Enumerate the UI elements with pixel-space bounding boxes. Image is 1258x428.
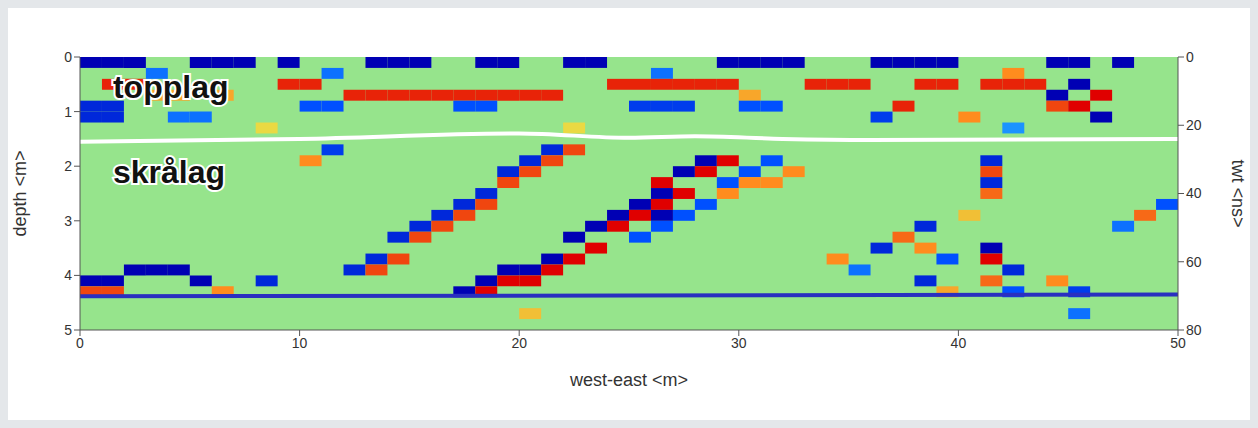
svg-text:20: 20 xyxy=(1186,117,1202,133)
svg-text:60: 60 xyxy=(1186,254,1202,270)
svg-text:topplag: topplag xyxy=(113,69,229,105)
svg-text:0: 0 xyxy=(76,335,84,351)
svg-text:skrålag: skrålag xyxy=(113,154,225,190)
svg-text:0: 0 xyxy=(64,49,72,65)
svg-text:depth <m>: depth <m> xyxy=(10,150,30,236)
svg-text:2: 2 xyxy=(64,158,72,174)
svg-text:west-east <m>: west-east <m> xyxy=(569,370,688,390)
svg-text:30: 30 xyxy=(731,335,747,351)
svg-text:1: 1 xyxy=(64,104,72,120)
svg-text:40: 40 xyxy=(951,335,967,351)
svg-text:5: 5 xyxy=(64,322,72,338)
svg-text:10: 10 xyxy=(292,335,308,351)
svg-text:20: 20 xyxy=(511,335,527,351)
svg-text:50: 50 xyxy=(1170,335,1186,351)
svg-text:3: 3 xyxy=(64,213,72,229)
svg-text:4: 4 xyxy=(64,267,72,283)
svg-text:0: 0 xyxy=(1186,49,1194,65)
svg-text:80: 80 xyxy=(1186,322,1202,338)
svg-text:twt <ns>: twt <ns> xyxy=(1228,159,1248,227)
svg-text:40: 40 xyxy=(1186,185,1202,201)
